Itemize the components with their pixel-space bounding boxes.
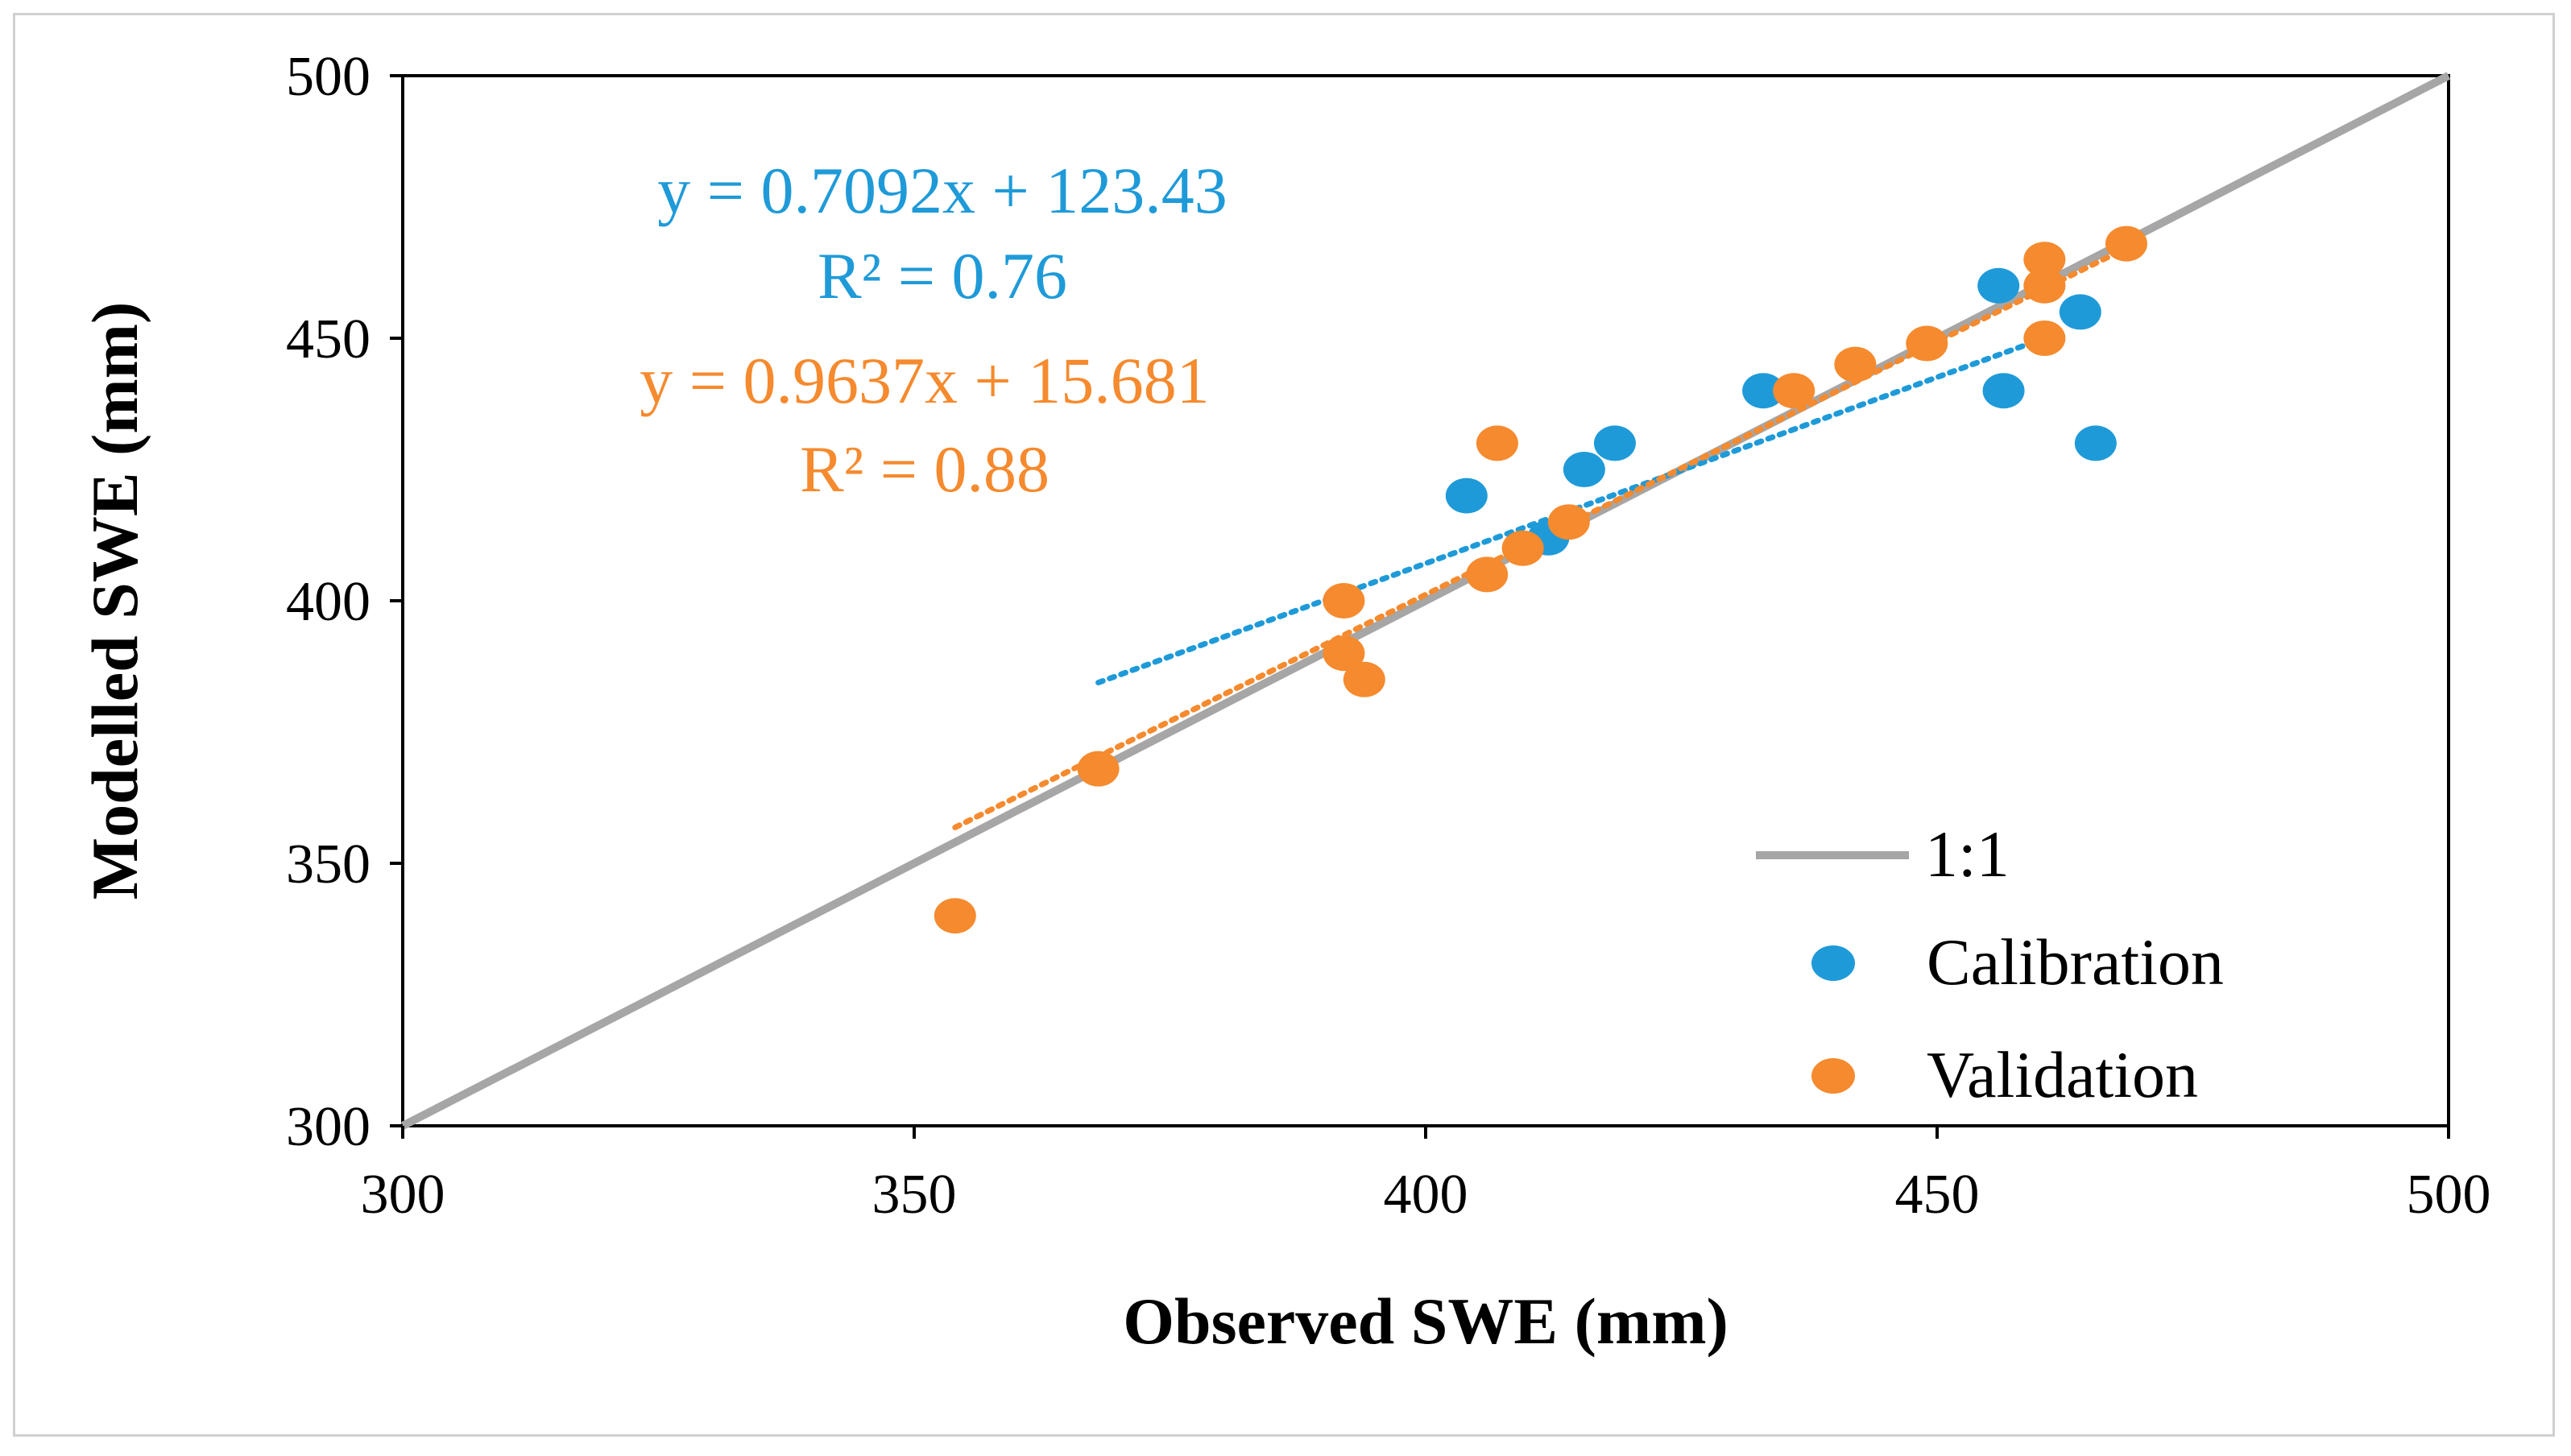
calibration-point [1977, 267, 2020, 304]
validation-point [934, 898, 976, 934]
y-axis-ticks: 300 350 400 450 500 [286, 46, 403, 1158]
x-axis-title: Observed SWE (mm) [1123, 1284, 1728, 1358]
validation-point [1466, 556, 1509, 593]
y-tick-label: 300 [286, 1096, 371, 1158]
y-tick-label: 400 [286, 571, 371, 633]
calibration-point [1982, 373, 2025, 409]
validation-equation: y = 0.9637x + 15.681 [640, 344, 1210, 417]
legend-validation-marker [1811, 1058, 1855, 1094]
validation-point [1906, 325, 1948, 362]
validation-point [1501, 530, 1544, 566]
validation-point [1343, 661, 1385, 697]
x-tick-label: 500 [2407, 1164, 2491, 1226]
validation-point [2023, 321, 2066, 356]
validation-point [2023, 267, 2066, 304]
validation-point [1476, 425, 1518, 461]
calibration-r2: R² = 0.76 [818, 239, 1067, 312]
validation-point [1834, 346, 1877, 383]
legend: 1:1 Calibration Validation [1756, 817, 2224, 1111]
calibration-point [1593, 425, 1636, 461]
validation-r2: R² = 0.88 [800, 432, 1050, 506]
validation-point [1773, 373, 1815, 409]
legend-validation-label: Validation [1927, 1038, 2198, 1111]
validation-point [1323, 583, 1365, 618]
x-tick-label: 450 [1895, 1164, 1980, 1226]
y-tick-label: 500 [286, 46, 371, 108]
legend-1to1-label: 1:1 [1925, 817, 2010, 891]
calibration-point [1742, 373, 1785, 409]
x-tick-label: 400 [1384, 1164, 1468, 1226]
validation-point [1077, 751, 1120, 787]
y-axis-title: Modelled SWE (mm) [78, 302, 151, 900]
y-tick-label: 450 [286, 308, 371, 370]
x-tick-label: 350 [872, 1164, 957, 1226]
calibration-point [2059, 294, 2101, 330]
calibration-equation: y = 0.7092x + 123.43 [657, 154, 1228, 227]
x-axis-ticks: 300 350 400 450 500 [361, 1126, 2491, 1226]
validation-point [2023, 242, 2066, 278]
calibration-point [1445, 478, 1488, 514]
legend-calibration-marker [1811, 945, 1855, 981]
points-layer [934, 225, 2147, 934]
validation-point [2105, 225, 2147, 262]
validation-point [1547, 504, 1590, 540]
legend-calibration-label: Calibration [1927, 925, 2224, 999]
calibration-point [1563, 452, 1605, 487]
x-tick-label: 300 [361, 1164, 445, 1226]
y-tick-label: 350 [286, 833, 371, 896]
validation-point [1323, 635, 1365, 672]
calibration-point [2074, 425, 2117, 461]
